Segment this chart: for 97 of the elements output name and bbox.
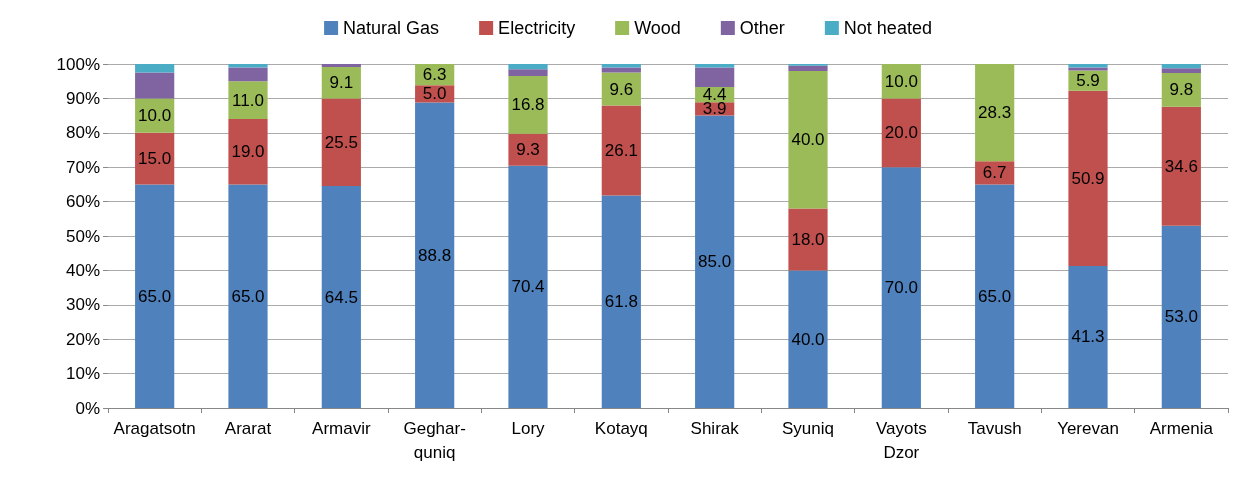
bar bbox=[1068, 90, 1108, 266]
bar bbox=[135, 184, 175, 408]
bar bbox=[695, 67, 735, 88]
bar bbox=[788, 270, 828, 408]
bar bbox=[1068, 265, 1108, 408]
data-label: 9.3 bbox=[516, 140, 540, 160]
data-label: 40.0 bbox=[791, 130, 825, 150]
data-label: 10.0 bbox=[138, 106, 172, 126]
data-label: 19.0 bbox=[231, 142, 265, 162]
bar bbox=[228, 67, 268, 82]
data-label: 65.0 bbox=[978, 286, 1012, 306]
data-label: 5.0 bbox=[422, 84, 447, 104]
bar bbox=[601, 105, 641, 196]
x-tick-label: Geghar- quniq bbox=[403, 418, 466, 462]
y-tick-label: 60% bbox=[65, 192, 100, 212]
data-label: 20.0 bbox=[884, 123, 918, 143]
bar bbox=[601, 67, 641, 73]
data-label: 88.8 bbox=[418, 245, 452, 265]
y-tick-label: 80% bbox=[65, 123, 100, 143]
data-label: 26.1 bbox=[604, 141, 638, 161]
bar bbox=[1161, 64, 1201, 69]
data-label: 70.0 bbox=[884, 278, 918, 298]
y-tick-label: 30% bbox=[65, 295, 100, 315]
bar bbox=[1161, 225, 1201, 408]
data-label: 65.0 bbox=[138, 286, 172, 306]
legend-label: Wood bbox=[634, 18, 681, 38]
data-label: 53.0 bbox=[1164, 307, 1198, 327]
x-tick-label: Aragatsotn bbox=[113, 418, 196, 438]
data-label: 40.0 bbox=[791, 329, 825, 349]
data-label: 18.0 bbox=[791, 229, 825, 249]
bar bbox=[321, 186, 361, 408]
x-tick-label: Shirak bbox=[690, 418, 740, 438]
x-tick-label: Tavush bbox=[967, 418, 1022, 438]
bar bbox=[228, 119, 268, 185]
y-tick-label: 100% bbox=[56, 54, 100, 74]
bar bbox=[135, 64, 175, 73]
bar bbox=[881, 167, 921, 408]
legend-label: Natural Gas bbox=[343, 18, 440, 38]
data-label: 5.9 bbox=[1076, 71, 1100, 91]
data-label: 34.6 bbox=[1164, 156, 1198, 176]
x-tick-label: Ararat bbox=[224, 418, 272, 438]
y-tick-label: 70% bbox=[65, 157, 100, 177]
x-tick-label: Armenia bbox=[1149, 418, 1214, 438]
bar bbox=[695, 115, 735, 408]
data-label: 25.5 bbox=[324, 132, 358, 152]
data-label: 50.9 bbox=[1071, 168, 1105, 188]
data-label: 10.0 bbox=[884, 71, 918, 91]
data-label: 61.8 bbox=[604, 292, 638, 312]
bar bbox=[321, 64, 361, 68]
x-tick-label: Lory bbox=[511, 418, 546, 438]
bar bbox=[975, 64, 1015, 162]
legend-label: Not heated bbox=[843, 18, 932, 38]
x-tick-label: Syuniq bbox=[782, 418, 834, 438]
y-tick-label: 90% bbox=[65, 88, 100, 108]
bar bbox=[415, 102, 455, 408]
bar bbox=[788, 70, 828, 209]
bar bbox=[881, 98, 921, 168]
data-label: 41.3 bbox=[1071, 327, 1105, 347]
y-tick-label: 10% bbox=[65, 364, 100, 384]
x-tick-label: Kotayq bbox=[594, 418, 648, 438]
bar bbox=[321, 98, 361, 187]
data-label: 9.6 bbox=[609, 79, 634, 99]
data-label: 9.1 bbox=[329, 73, 354, 93]
data-label: 85.0 bbox=[698, 252, 732, 272]
legend-label: Electricity bbox=[498, 18, 576, 38]
bar bbox=[228, 81, 268, 120]
data-label: 11.0 bbox=[232, 90, 264, 110]
bar bbox=[1161, 68, 1201, 73]
y-tick-label: 0% bbox=[75, 398, 100, 418]
bar bbox=[135, 72, 175, 99]
bar bbox=[788, 65, 828, 71]
data-label: 6.7 bbox=[982, 163, 1007, 183]
y-tick-label: 20% bbox=[65, 329, 100, 349]
bar bbox=[1161, 106, 1201, 226]
bar bbox=[508, 165, 548, 408]
bar bbox=[788, 208, 828, 271]
data-label: 70.4 bbox=[511, 277, 545, 297]
x-tick-label: Armavir bbox=[312, 418, 371, 438]
x-tick-label: Yerevan bbox=[1057, 418, 1119, 438]
bar bbox=[228, 184, 268, 408]
data-label: 15.0 bbox=[138, 149, 172, 169]
bar bbox=[508, 64, 548, 70]
data-label: 64.5 bbox=[324, 287, 358, 307]
bar bbox=[601, 195, 641, 408]
data-label: 9.8 bbox=[1169, 80, 1194, 100]
data-label: 16.8 bbox=[511, 95, 545, 115]
y-tick-label: 40% bbox=[65, 260, 100, 280]
bar bbox=[975, 184, 1015, 408]
y-tick-label: 50% bbox=[65, 226, 100, 246]
bar bbox=[508, 69, 548, 77]
x-tick-label: Vayots Dzor bbox=[875, 418, 927, 462]
data-label: 6.3 bbox=[422, 65, 447, 85]
legend-label: Other bbox=[739, 18, 785, 38]
bar bbox=[508, 76, 548, 134]
data-label: 28.3 bbox=[978, 103, 1012, 123]
data-label: 65.0 bbox=[231, 286, 265, 306]
bar bbox=[508, 133, 548, 166]
